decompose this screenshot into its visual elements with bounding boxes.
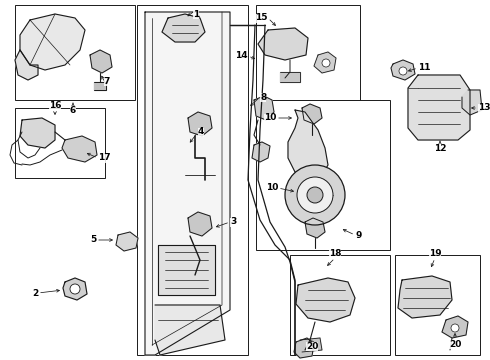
Polygon shape bbox=[188, 212, 212, 236]
Polygon shape bbox=[280, 72, 300, 82]
Text: 19: 19 bbox=[429, 249, 441, 258]
Polygon shape bbox=[155, 305, 225, 355]
Polygon shape bbox=[63, 278, 87, 300]
Polygon shape bbox=[305, 218, 325, 238]
Text: 7: 7 bbox=[104, 77, 110, 86]
Polygon shape bbox=[314, 52, 336, 73]
Bar bbox=[395, 255, 480, 355]
Polygon shape bbox=[252, 142, 270, 162]
Text: 17: 17 bbox=[98, 153, 111, 162]
Text: 1: 1 bbox=[193, 10, 199, 19]
Polygon shape bbox=[288, 110, 328, 178]
Text: 18: 18 bbox=[329, 249, 341, 258]
Text: 10: 10 bbox=[264, 113, 276, 122]
Bar bbox=[256, 5, 360, 100]
Bar bbox=[256, 100, 390, 250]
Polygon shape bbox=[116, 232, 138, 251]
Text: 16: 16 bbox=[49, 101, 61, 110]
Circle shape bbox=[285, 165, 345, 225]
Polygon shape bbox=[408, 75, 470, 140]
Polygon shape bbox=[398, 276, 452, 318]
Polygon shape bbox=[94, 82, 106, 90]
Text: 20: 20 bbox=[449, 340, 461, 349]
Text: 8: 8 bbox=[260, 93, 266, 102]
Text: 11: 11 bbox=[418, 63, 431, 72]
Text: 20: 20 bbox=[306, 342, 318, 351]
Circle shape bbox=[307, 187, 323, 203]
Text: 4: 4 bbox=[198, 127, 204, 136]
Circle shape bbox=[322, 59, 330, 67]
Polygon shape bbox=[158, 245, 215, 295]
Text: 14: 14 bbox=[235, 51, 248, 60]
Polygon shape bbox=[296, 278, 355, 322]
Text: 2: 2 bbox=[32, 288, 38, 297]
Circle shape bbox=[451, 324, 459, 332]
Text: 10: 10 bbox=[266, 184, 278, 193]
Text: 9: 9 bbox=[355, 230, 362, 239]
Circle shape bbox=[399, 67, 407, 75]
Text: 6: 6 bbox=[70, 106, 76, 115]
Text: 15: 15 bbox=[255, 13, 268, 22]
Circle shape bbox=[297, 177, 333, 213]
Text: 5: 5 bbox=[90, 235, 96, 244]
Polygon shape bbox=[162, 14, 205, 42]
Polygon shape bbox=[90, 50, 112, 73]
Bar bbox=[15, 108, 105, 178]
Bar bbox=[15, 5, 135, 100]
Polygon shape bbox=[442, 316, 468, 338]
Polygon shape bbox=[294, 338, 314, 358]
Polygon shape bbox=[254, 96, 274, 120]
Polygon shape bbox=[188, 112, 212, 136]
Bar bbox=[290, 255, 390, 355]
Text: 3: 3 bbox=[230, 217, 236, 226]
Polygon shape bbox=[20, 118, 55, 148]
Text: 12: 12 bbox=[434, 144, 446, 153]
Polygon shape bbox=[302, 104, 322, 124]
Polygon shape bbox=[15, 50, 38, 80]
Polygon shape bbox=[391, 60, 415, 80]
Polygon shape bbox=[300, 338, 322, 352]
Polygon shape bbox=[145, 12, 230, 355]
Polygon shape bbox=[462, 90, 482, 115]
Text: 13: 13 bbox=[478, 104, 490, 112]
Circle shape bbox=[70, 284, 80, 294]
Polygon shape bbox=[20, 14, 85, 70]
Polygon shape bbox=[62, 136, 97, 162]
Polygon shape bbox=[258, 28, 308, 60]
Bar bbox=[137, 5, 248, 355]
